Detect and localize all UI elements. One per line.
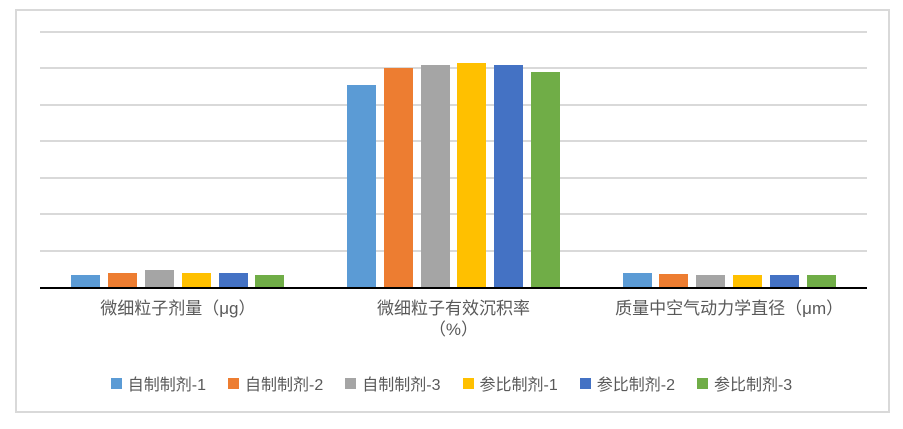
gridline [40,249,867,252]
legend-item[interactable]: 参比制剂-1 [462,371,558,395]
legend-label: 参比制剂-3 [713,377,793,394]
gridline [40,31,867,33]
legend-label: 参比制剂-1 [479,377,558,394]
gridline [40,213,867,216]
legend-swatch [579,377,591,389]
bar[interactable] [383,68,413,287]
legend-swatch [696,377,708,389]
bar[interactable] [769,275,799,287]
bar[interactable] [71,274,101,287]
bar[interactable] [218,273,248,287]
legend-swatch [110,377,122,389]
bar[interactable] [181,273,211,287]
category-label: 微细粒子有效沉积率 （%） [377,299,530,339]
bar[interactable] [622,273,652,287]
bar[interactable] [108,272,138,287]
category-label: 质量中空气动力学直径（μm） [615,299,844,318]
legend-label: 自制制剂-1 [127,377,207,394]
bar[interactable] [457,62,487,287]
legend-label: 自制制剂-2 [245,377,324,394]
bar[interactable] [347,84,376,287]
gridline [40,176,867,179]
bar[interactable] [696,274,726,287]
bar[interactable] [420,64,450,287]
bar[interactable] [531,72,560,287]
legend-swatch [345,377,357,389]
bar[interactable] [659,273,689,287]
gridline [40,103,867,106]
x-axis-line [40,287,867,289]
legend-item[interactable]: 参比制剂-3 [696,371,793,395]
legend-swatch [462,377,474,389]
legend-label: 自制制剂-3 [362,377,441,394]
gridline [40,67,867,70]
legend-item[interactable]: 参比制剂-2 [579,371,675,395]
chart-frame[interactable] [15,9,890,413]
legend-label: 参比制剂-2 [596,377,675,394]
legend-item[interactable]: 自制制剂-2 [228,371,323,395]
bar[interactable] [494,64,524,287]
category-label: 微细粒子剂量（μg） [100,299,256,318]
gridline [40,140,867,143]
legend-item[interactable]: 自制制剂-1 [110,371,207,395]
legend-swatch [228,377,240,389]
bar[interactable] [806,274,836,287]
legend-item[interactable]: 自制制剂-3 [345,371,441,395]
bar[interactable] [144,269,174,287]
bar[interactable] [733,274,763,287]
legend: 自制制剂-1 自制制剂-2 自制制剂-3 参比制剂-1 参比制剂-2 参比制剂-3 [0,371,903,395]
bar[interactable] [255,274,285,287]
